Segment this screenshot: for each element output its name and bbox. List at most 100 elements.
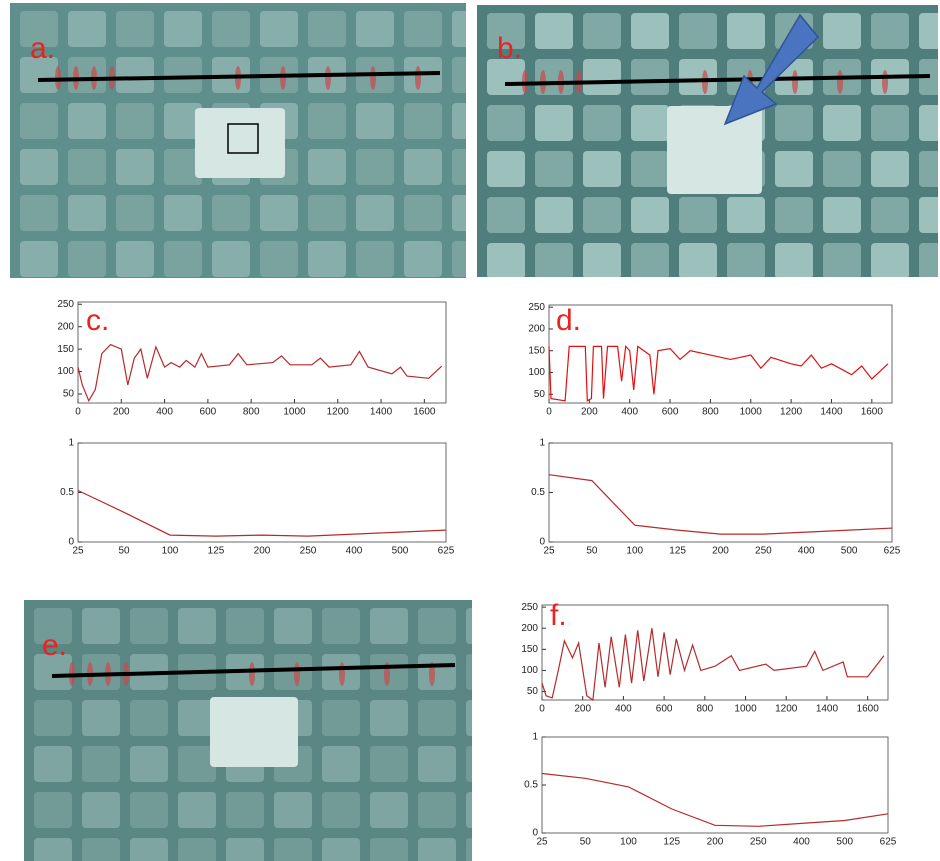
tile: [212, 241, 250, 277]
fringe: [294, 662, 300, 686]
tile: [631, 151, 669, 187]
signal-line: [548, 474, 893, 535]
tile: [583, 13, 621, 49]
tile: [775, 197, 813, 233]
x-tick-label: 125: [208, 546, 225, 557]
tile: [178, 792, 216, 828]
y-tick-label: 250: [528, 302, 545, 313]
tile: [164, 11, 202, 47]
x-tick-label: 1400: [820, 407, 843, 418]
tile: [871, 105, 909, 141]
tile: [404, 195, 442, 231]
tile: [583, 243, 621, 277]
y-tick-label: 250: [57, 299, 74, 310]
x-tick-label: 25: [536, 837, 548, 848]
tile: [116, 103, 154, 139]
fringe: [837, 70, 843, 94]
panel-label: f.: [550, 599, 567, 632]
tile: [631, 243, 669, 277]
tile: [583, 105, 621, 141]
tile: [164, 103, 202, 139]
x-tick-label: 0: [546, 407, 552, 418]
tile: [919, 151, 938, 187]
tile: [583, 197, 621, 233]
y-tick-label: 1: [532, 732, 538, 743]
tile: [452, 195, 466, 231]
tile: [130, 792, 168, 828]
x-tick-label: 500: [836, 837, 853, 848]
tile: [178, 746, 216, 782]
tile: [370, 746, 408, 782]
y-tick-label: 200: [528, 324, 545, 335]
tile: [322, 838, 360, 861]
tile: [871, 197, 909, 233]
y-tick-label: 200: [57, 321, 74, 332]
x-tick-label: 100: [626, 546, 643, 557]
tile: [260, 195, 298, 231]
fringe: [339, 662, 345, 686]
tile: [679, 243, 717, 277]
x-tick-label: 1200: [327, 407, 350, 418]
tile: [452, 103, 466, 139]
y-tick-label: 100: [57, 366, 74, 377]
x-tick-label: 50: [586, 546, 598, 557]
x-tick-label: 250: [755, 546, 772, 557]
axes-frame: [548, 442, 893, 543]
y-tick-label: 0.5: [60, 487, 74, 498]
tile: [487, 59, 525, 95]
y-tick-label: 150: [528, 345, 545, 356]
fringe: [882, 70, 888, 94]
tile: [418, 746, 456, 782]
y-tick-label: 200: [521, 623, 538, 634]
tile: [679, 13, 717, 49]
tile: [130, 746, 168, 782]
signal-line: [77, 343, 443, 403]
tile: [116, 195, 154, 231]
y-tick-label: 1: [539, 438, 545, 449]
tile: [308, 195, 346, 231]
tile: [823, 197, 861, 233]
panel-label: d.: [556, 304, 581, 337]
x-tick-label: 1600: [857, 704, 880, 715]
x-tick-label: 0: [75, 407, 81, 418]
tile: [727, 13, 765, 49]
tile: [487, 151, 525, 187]
tile: [775, 105, 813, 141]
tile: [679, 197, 717, 233]
tile: [583, 151, 621, 187]
x-tick-label: 500: [841, 546, 858, 557]
roi-box: [227, 123, 259, 154]
tile: [130, 608, 168, 644]
tile: [370, 838, 408, 861]
x-tick-label: 625: [884, 546, 901, 557]
highlight-tile: [195, 108, 285, 178]
tile: [452, 149, 466, 185]
tile: [466, 608, 472, 644]
tile: [871, 243, 909, 277]
panel-label: a.: [30, 32, 55, 65]
tile: [823, 13, 861, 49]
tile: [466, 838, 472, 861]
tile: [34, 838, 72, 861]
tile: [212, 11, 250, 47]
tile: [308, 149, 346, 185]
y-tick-label: 100: [521, 665, 538, 676]
tile: [322, 746, 360, 782]
y-tick-label: 50: [527, 686, 539, 697]
x-tick-label: 400: [615, 704, 632, 715]
tile: [919, 13, 938, 49]
x-tick-label: 1200: [775, 704, 798, 715]
tile: [919, 243, 938, 277]
tile: [68, 103, 106, 139]
tile: [164, 241, 202, 277]
tile: [631, 197, 669, 233]
x-tick-label: 1600: [861, 407, 884, 418]
tile: [274, 792, 312, 828]
panel-label: e.: [42, 629, 67, 662]
tile: [82, 792, 120, 828]
x-tick-label: 1400: [816, 704, 839, 715]
highlight-tile: [667, 106, 762, 194]
tile: [487, 197, 525, 233]
tile: [727, 243, 765, 277]
tile: [418, 838, 456, 861]
